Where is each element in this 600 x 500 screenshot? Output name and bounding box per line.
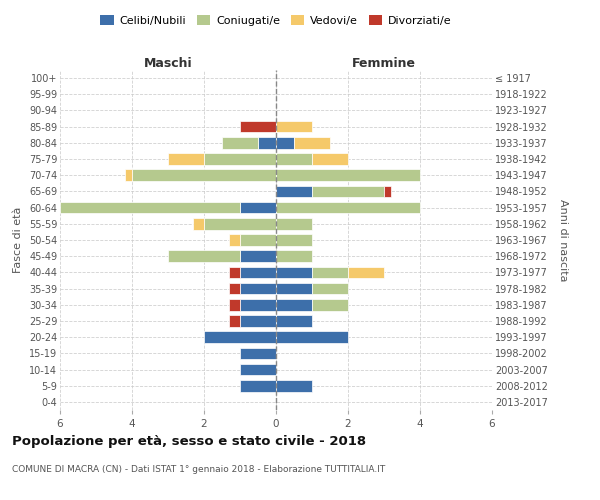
Bar: [204, 332, 276, 343]
Bar: [276, 299, 312, 310]
Bar: [168, 153, 204, 165]
Bar: [229, 234, 240, 246]
Bar: [276, 234, 312, 246]
Bar: [276, 282, 312, 294]
Bar: [276, 315, 312, 327]
Bar: [312, 299, 348, 310]
Bar: [276, 170, 420, 181]
Bar: [193, 218, 204, 230]
Bar: [222, 137, 258, 148]
Bar: [276, 153, 312, 165]
Bar: [384, 186, 391, 198]
Bar: [229, 266, 240, 278]
Bar: [229, 299, 240, 310]
Bar: [240, 380, 276, 392]
Legend: Celibi/Nubili, Coniugati/e, Vedovi/e, Divorziati/e: Celibi/Nubili, Coniugati/e, Vedovi/e, Di…: [96, 10, 456, 30]
Bar: [258, 137, 276, 148]
Bar: [240, 266, 276, 278]
Text: Popolazione per età, sesso e stato civile - 2018: Popolazione per età, sesso e stato civil…: [12, 435, 366, 448]
Y-axis label: Fasce di età: Fasce di età: [13, 207, 23, 273]
Bar: [229, 282, 240, 294]
Bar: [204, 218, 276, 230]
Bar: [276, 332, 348, 343]
Text: COMUNE DI MACRA (CN) - Dati ISTAT 1° gennaio 2018 - Elaborazione TUTTITALIA.IT: COMUNE DI MACRA (CN) - Dati ISTAT 1° gen…: [12, 465, 385, 474]
Bar: [229, 315, 240, 327]
Bar: [240, 202, 276, 213]
Bar: [276, 186, 312, 198]
Bar: [240, 348, 276, 359]
Text: Femmine: Femmine: [352, 57, 416, 70]
Bar: [276, 137, 294, 148]
Bar: [276, 202, 420, 213]
Bar: [240, 121, 276, 132]
Bar: [294, 137, 330, 148]
Bar: [312, 266, 348, 278]
Bar: [240, 299, 276, 310]
Bar: [240, 315, 276, 327]
Bar: [168, 250, 240, 262]
Bar: [348, 266, 384, 278]
Bar: [240, 250, 276, 262]
Bar: [240, 282, 276, 294]
Bar: [276, 250, 312, 262]
Bar: [276, 218, 312, 230]
Bar: [276, 121, 312, 132]
Bar: [312, 186, 384, 198]
Bar: [132, 170, 276, 181]
Bar: [204, 153, 276, 165]
Bar: [240, 364, 276, 376]
Bar: [276, 380, 312, 392]
Bar: [60, 202, 240, 213]
Bar: [276, 266, 312, 278]
Y-axis label: Anni di nascita: Anni di nascita: [559, 198, 568, 281]
Bar: [312, 282, 348, 294]
Bar: [125, 170, 132, 181]
Bar: [312, 153, 348, 165]
Bar: [240, 234, 276, 246]
Text: Maschi: Maschi: [143, 57, 193, 70]
